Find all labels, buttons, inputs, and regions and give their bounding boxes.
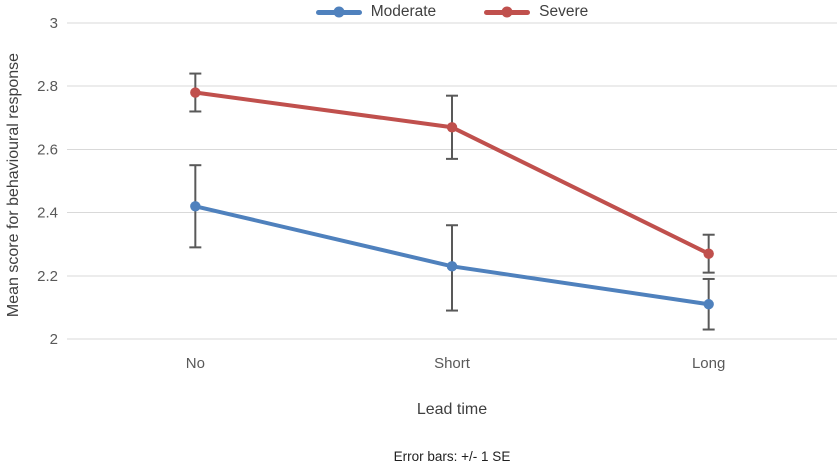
x-category-label: Long [692,355,725,372]
legend-label-severe: Severe [539,3,589,20]
x-category-label: No [186,355,205,372]
y-tick-label: 2.6 [37,141,58,158]
moderate-line-marker-icon [315,6,362,18]
x-category-label: Short [434,355,471,372]
data-point-severe-short [446,122,458,133]
error-bars-caption: Error bars: +/- 1 SE [393,449,511,464]
y-tick-label: 2.4 [37,205,58,222]
y-tick-label: 2.8 [37,78,58,95]
data-point-moderate-no [190,201,201,212]
legend-label-moderate: Moderate [370,3,437,20]
y-axis-title: Mean score for behavioural response [5,52,22,318]
y-tick-label: 2.2 [37,268,58,285]
chart-legend: Moderate Severe [67,0,837,24]
legend-item-severe: Severe [484,3,588,21]
data-point-moderate-short [446,261,458,272]
y-tick-label: 2 [50,331,58,348]
legend-item-moderate: Moderate [315,3,437,21]
data-point-severe-long [703,248,714,259]
x-axis-title: Lead time [416,401,488,418]
y-tick-label: 3 [50,15,58,32]
data-point-moderate-long [703,299,714,310]
severe-line-marker-icon [484,6,531,18]
data-point-severe-no [190,87,201,98]
